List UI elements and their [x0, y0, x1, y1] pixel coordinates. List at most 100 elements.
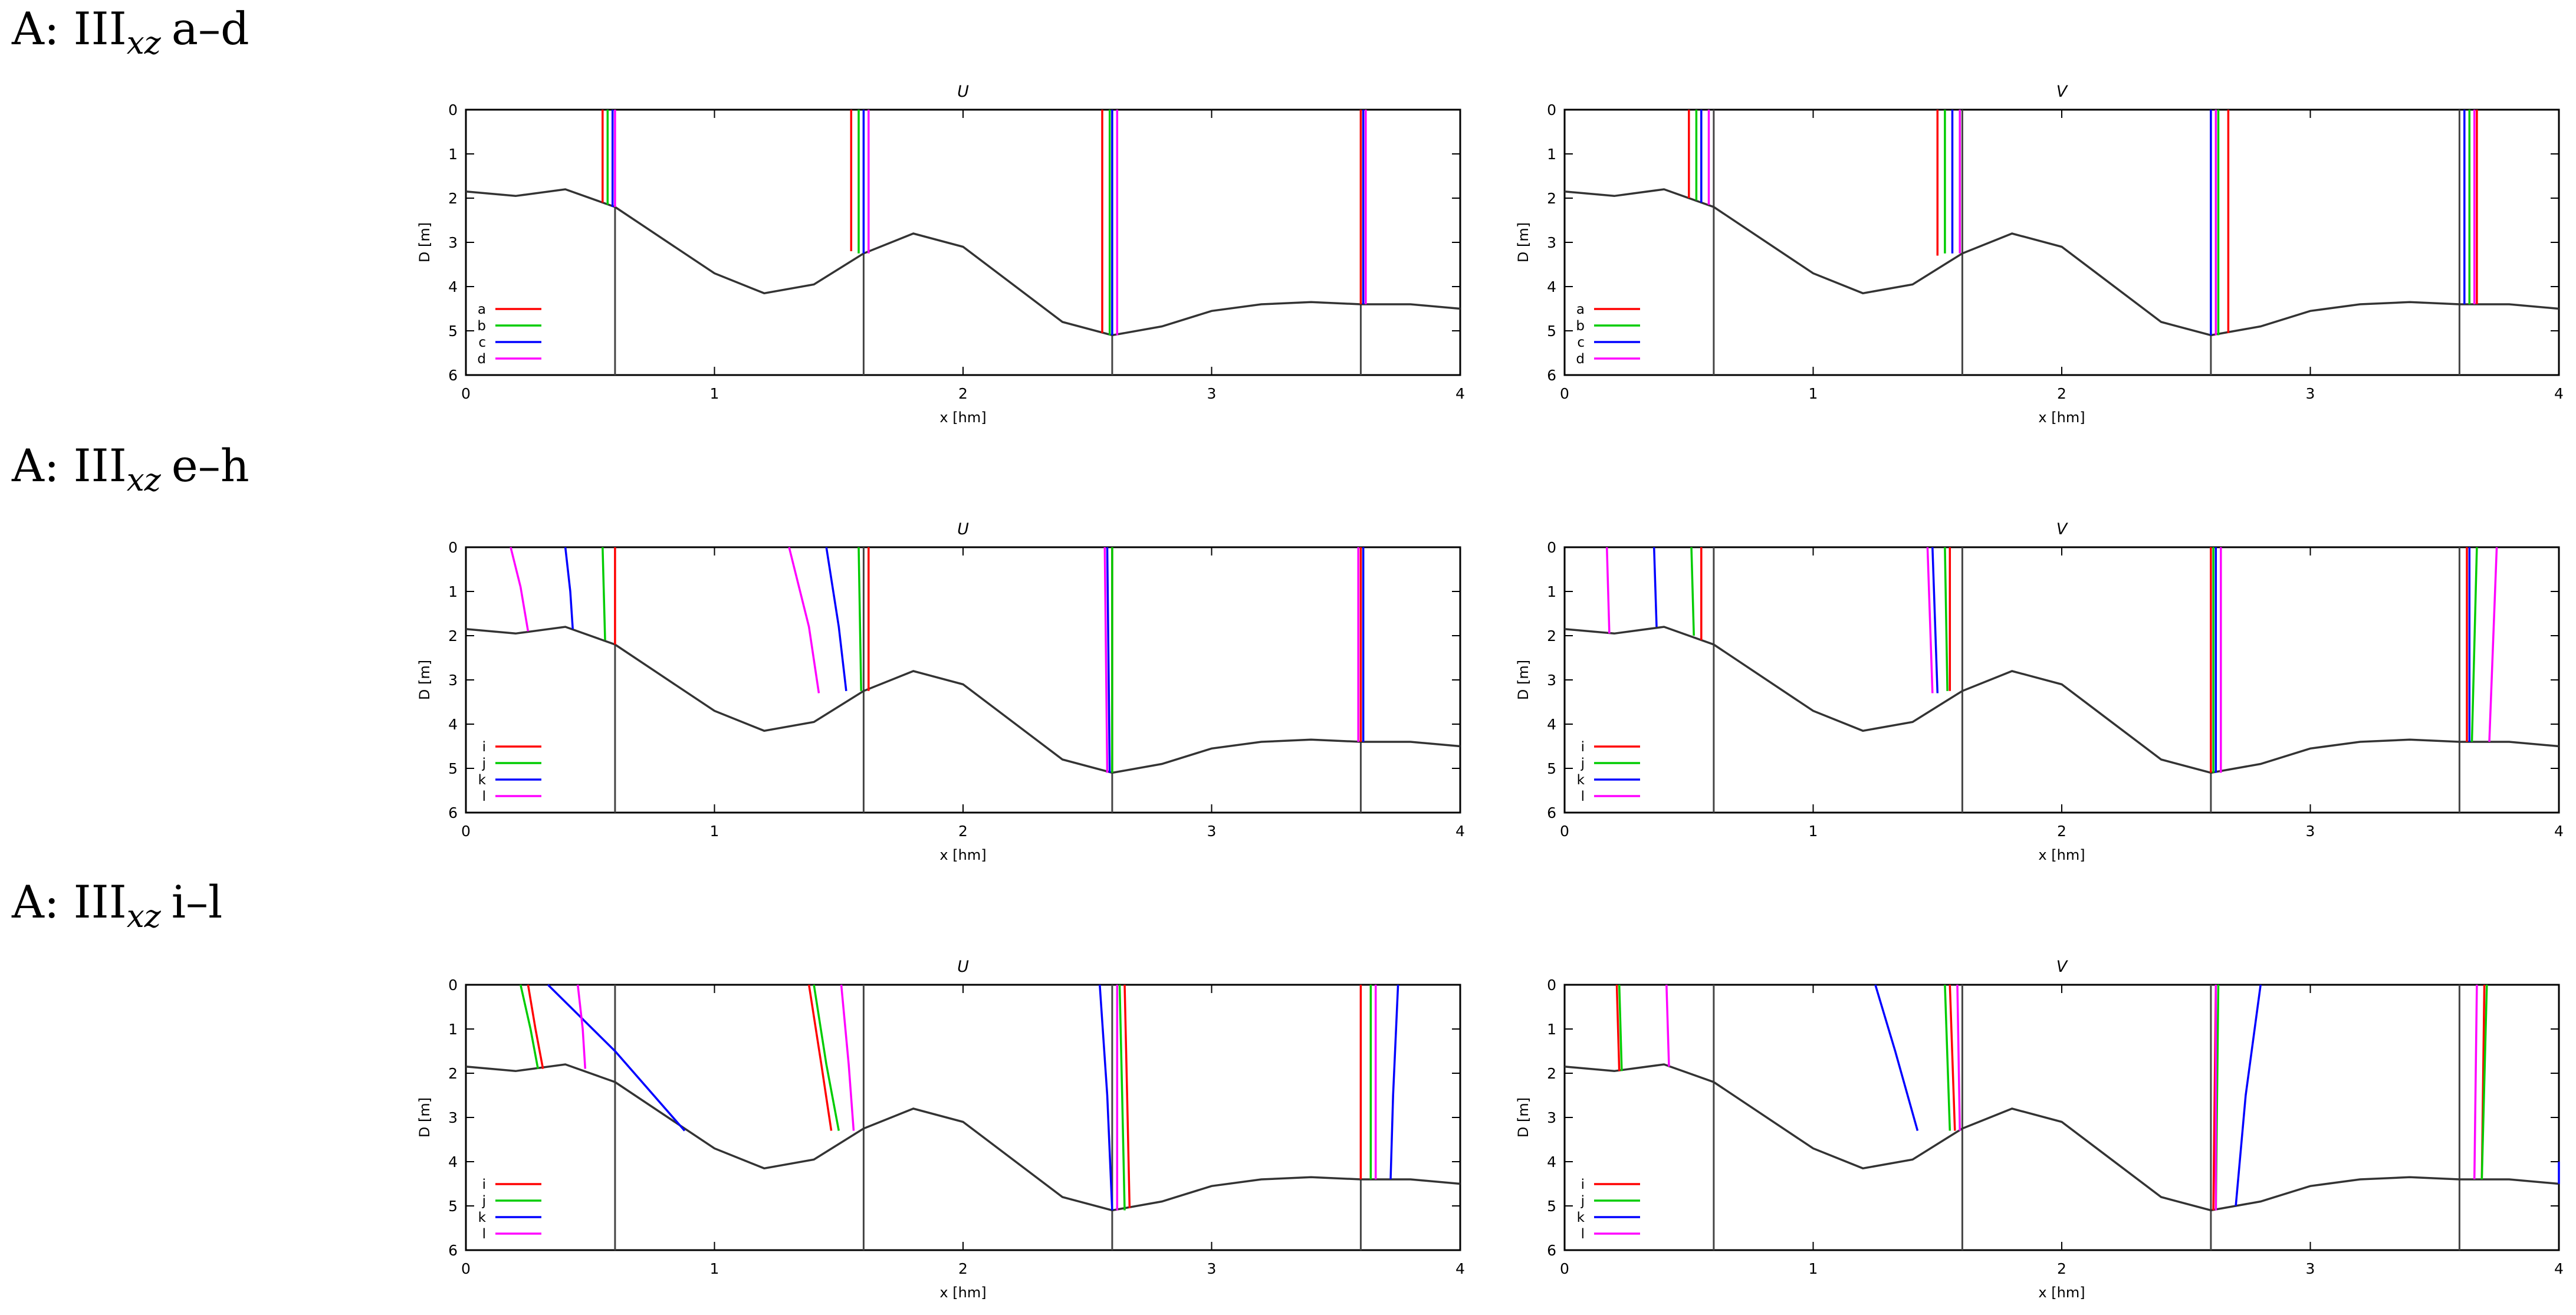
series-k-line	[825, 547, 847, 692]
series-j-line	[1690, 547, 1695, 636]
y-tick-label: 2	[448, 1065, 458, 1082]
series-l-line	[1103, 547, 1109, 773]
x-tick-label: 1	[1809, 385, 1818, 402]
y-tick-label: 0	[448, 101, 458, 119]
y-tick-label: 0	[1547, 539, 1556, 556]
row-title-suffix: a–d	[171, 2, 249, 55]
x-axis-label: x [hm]	[2038, 847, 2085, 863]
y-tick-label: 0	[1547, 977, 1556, 994]
y-tick-label: 6	[448, 804, 458, 821]
series-k-line	[1099, 984, 1113, 1211]
y-axis-label: D [m]	[416, 222, 433, 262]
legend-label: d	[1576, 351, 1585, 367]
legend-label: j	[482, 1194, 486, 1209]
y-tick-label: 4	[448, 278, 458, 295]
y-tick-label: 5	[1547, 323, 1556, 340]
legend-label: c	[1577, 335, 1585, 350]
x-tick-label: 4	[2554, 1260, 2564, 1277]
x-tick-label: 2	[2057, 385, 2066, 402]
y-tick-label: 6	[448, 1242, 458, 1259]
y-tick-label: 1	[448, 583, 458, 600]
x-axis-label: x [hm]	[2038, 409, 2085, 426]
y-tick-label: 1	[1547, 1021, 1556, 1038]
y-tick-label: 5	[448, 1198, 458, 1215]
y-tick-label: 4	[448, 716, 458, 733]
series-j-line	[1618, 984, 1623, 1071]
series-j-line	[2470, 547, 2478, 742]
y-tick-label: 2	[448, 190, 458, 207]
series-j-line	[857, 547, 862, 691]
y-axis-label: D [m]	[1515, 1097, 1532, 1138]
series-k-line	[1106, 547, 1111, 773]
y-tick-label: 4	[1547, 716, 1556, 733]
y-tick-label: 1	[448, 146, 458, 163]
x-tick-label: 3	[2306, 385, 2315, 402]
legend-label: k	[1577, 772, 1585, 788]
series-j-line	[1944, 984, 1951, 1131]
series-l-line	[840, 984, 855, 1131]
x-tick-label: 1	[710, 823, 719, 840]
series-l-line	[510, 547, 530, 632]
legend-label: l	[1581, 789, 1585, 804]
y-tick-label: 6	[1547, 1242, 1556, 1259]
series-j-line	[2480, 984, 2488, 1180]
y-tick-label: 3	[1547, 672, 1556, 689]
x-tick-label: 1	[710, 385, 719, 402]
legend-label: k	[478, 1210, 487, 1225]
x-tick-label: 2	[958, 385, 968, 402]
x-tick-label: 3	[1207, 385, 1217, 402]
series-j-line	[1118, 984, 1126, 1211]
bottom-profile-line	[1564, 188, 2559, 337]
series-k-line	[564, 547, 574, 629]
x-tick-label: 1	[1809, 1260, 1818, 1277]
row-title-suffix: i–l	[171, 876, 223, 928]
x-tick-label: 0	[461, 385, 471, 402]
x-tick-label: 3	[1207, 823, 1217, 840]
legend-label: k	[1577, 1210, 1585, 1225]
legend-label: i	[482, 739, 486, 755]
series-l-line	[1926, 547, 1934, 693]
series-i-line	[1123, 984, 1131, 1208]
chart-title: U	[957, 83, 969, 101]
y-tick-label: 2	[1547, 190, 1556, 207]
x-axis-label: x [hm]	[939, 1284, 986, 1301]
x-tick-label: 4	[1455, 385, 1465, 402]
row-title-subscript: xz	[126, 25, 161, 62]
legend-label: d	[477, 351, 486, 367]
legend-label: j	[1581, 1194, 1585, 1209]
x-axis-label: x [hm]	[2038, 1284, 2085, 1301]
y-axis-label: D [m]	[416, 660, 433, 700]
legend-label: k	[478, 772, 487, 788]
y-tick-label: 1	[448, 1021, 458, 1038]
series-k-line	[1389, 984, 1399, 1180]
x-tick-label: 1	[710, 1260, 719, 1277]
y-tick-label: 4	[1547, 278, 1556, 295]
y-tick-label: 1	[1547, 583, 1556, 600]
legend-label: i	[482, 1177, 486, 1192]
x-tick-label: 0	[1560, 823, 1569, 840]
legend-label: j	[482, 756, 486, 771]
series-l-line	[1956, 984, 1961, 1131]
row-title-suffix: e–h	[171, 439, 249, 492]
bottom-profile-line	[1564, 1063, 2559, 1212]
legend-label: c	[478, 335, 486, 350]
series-k-line	[1652, 547, 1658, 627]
y-tick-label: 5	[1547, 760, 1556, 777]
bottom-profile-line	[1564, 626, 2559, 774]
y-axis-label: D [m]	[1515, 222, 1532, 262]
y-tick-label: 0	[448, 977, 458, 994]
x-tick-label: 2	[958, 823, 968, 840]
y-tick-label: 3	[448, 1109, 458, 1126]
x-tick-label: 1	[1809, 823, 1818, 840]
series-k-line	[1931, 547, 1939, 693]
legend-label: l	[482, 1227, 486, 1242]
chart-title: V	[2056, 520, 2069, 538]
y-tick-label: 2	[448, 627, 458, 645]
y-tick-label: 5	[448, 323, 458, 340]
x-tick-label: 3	[2306, 1260, 2315, 1277]
y-tick-label: 5	[448, 760, 458, 777]
